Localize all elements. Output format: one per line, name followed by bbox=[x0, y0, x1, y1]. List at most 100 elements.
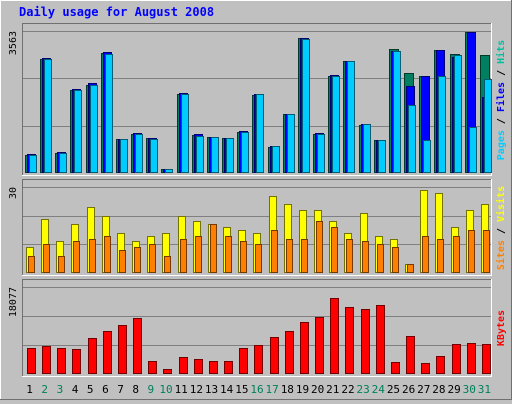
bar-kbytes-day-12 bbox=[194, 359, 203, 374]
bar-kbytes-day-28 bbox=[436, 356, 445, 374]
panel-2-legend: Sites / Visits bbox=[495, 186, 507, 270]
bar-sites-day-24 bbox=[377, 244, 384, 273]
bar-kbytes-day-21 bbox=[330, 298, 339, 374]
x-tick-label-day-6: 6 bbox=[102, 383, 109, 396]
bar-pages-day-21 bbox=[332, 76, 340, 173]
bar-kbytes-day-27 bbox=[421, 363, 430, 374]
bar-kbytes-day-14 bbox=[224, 361, 233, 374]
legend-kbytes: KBytes bbox=[496, 310, 507, 346]
bar-kbytes-day-25 bbox=[391, 362, 400, 374]
panel-1: 3563 Pages / Files / Hits bbox=[8, 23, 507, 176]
panel-3-max-label: 18077 bbox=[8, 287, 19, 317]
bar-pages-day-8 bbox=[135, 134, 143, 173]
x-tick-label-day-22: 22 bbox=[341, 383, 354, 396]
bar-kbytes-day-20 bbox=[315, 317, 324, 374]
x-tick-label-day-21: 21 bbox=[326, 383, 339, 396]
x-tick-label-day-25: 25 bbox=[387, 383, 400, 396]
bar-sites-day-8 bbox=[134, 247, 141, 273]
bar-pages-day-2 bbox=[44, 59, 52, 173]
bar-sites-day-26 bbox=[407, 264, 414, 273]
bar-pages-day-31 bbox=[484, 79, 492, 173]
bar-sites-day-15 bbox=[240, 241, 247, 273]
bar-kbytes-day-16 bbox=[254, 345, 263, 374]
bar-kbytes-day-29 bbox=[452, 344, 461, 374]
bar-sites-day-11 bbox=[180, 239, 187, 273]
bar-sites-day-25 bbox=[392, 247, 399, 273]
x-tick-label-day-18: 18 bbox=[281, 383, 294, 396]
bar-kbytes-day-22 bbox=[345, 307, 354, 374]
chart-title: Daily usage for August 2008 bbox=[19, 5, 214, 19]
bar-sites-day-5 bbox=[89, 239, 96, 273]
panel-2: 30 Sites / Visits bbox=[8, 179, 507, 276]
bar-pages-day-14 bbox=[226, 138, 234, 173]
bar-sites-day-12 bbox=[195, 236, 202, 273]
x-tick-label-day-24: 24 bbox=[372, 383, 386, 396]
legend-visits: Visits bbox=[495, 186, 507, 222]
x-tick-label-day-29: 29 bbox=[447, 383, 460, 396]
bar-pages-day-4 bbox=[74, 90, 82, 173]
x-tick-label-day-5: 5 bbox=[87, 383, 94, 396]
bar-sites-day-7 bbox=[119, 250, 126, 273]
bar-kbytes-day-17 bbox=[270, 337, 279, 374]
x-tick-label-day-1: 1 bbox=[26, 383, 33, 396]
bar-sites-day-29 bbox=[453, 236, 460, 273]
panel-1-max-label: 3563 bbox=[8, 31, 19, 55]
bar-pages-day-9 bbox=[150, 139, 158, 173]
legend-files: Files bbox=[495, 82, 507, 112]
bar-pages-day-17 bbox=[272, 146, 280, 173]
bar-pages-day-27 bbox=[423, 140, 431, 173]
bar-sites-day-30 bbox=[468, 230, 475, 273]
x-tick-label-day-9: 9 bbox=[148, 383, 155, 396]
bar-pages-day-5 bbox=[90, 85, 98, 173]
bar-sites-day-31 bbox=[483, 230, 490, 273]
bar-sites-day-17 bbox=[271, 230, 278, 273]
bar-pages-day-30 bbox=[469, 127, 477, 173]
bar-sites-day-28 bbox=[437, 239, 444, 273]
x-tick-label-day-28: 28 bbox=[432, 383, 445, 396]
bar-pages-day-6 bbox=[105, 54, 113, 173]
bar-kbytes-day-26 bbox=[406, 336, 415, 374]
bar-pages-day-24 bbox=[378, 140, 386, 173]
bar-pages-day-7 bbox=[120, 139, 128, 173]
bar-pages-day-23 bbox=[363, 124, 371, 173]
bar-pages-day-3 bbox=[59, 153, 67, 173]
bar-sites-day-14 bbox=[225, 236, 232, 273]
bar-kbytes-day-30 bbox=[467, 343, 476, 374]
x-tick-label-day-31: 31 bbox=[478, 383, 491, 396]
x-tick-label-day-13: 13 bbox=[205, 383, 218, 396]
bar-sites-day-22 bbox=[346, 239, 353, 273]
x-tick-label-day-26: 26 bbox=[402, 383, 415, 396]
bar-kbytes-day-18 bbox=[285, 331, 294, 374]
panel-2-max-label: 30 bbox=[8, 187, 19, 199]
bar-kbytes-day-2 bbox=[42, 346, 51, 374]
bar-sites-day-10 bbox=[164, 256, 171, 273]
panel-3: 18077 KBytes bbox=[8, 279, 507, 377]
panel-1-legend: Pages / Files / Hits bbox=[495, 40, 507, 160]
legend-sites: Sites bbox=[495, 240, 507, 270]
bar-sites-day-6 bbox=[104, 236, 111, 273]
x-tick-label-day-10: 10 bbox=[159, 383, 172, 396]
bar-pages-day-25 bbox=[393, 51, 401, 173]
bar-pages-day-16 bbox=[256, 94, 264, 173]
x-tick-label-day-27: 27 bbox=[417, 383, 430, 396]
bar-sites-day-3 bbox=[58, 256, 65, 273]
bar-sites-day-4 bbox=[73, 241, 80, 273]
legend-pages: Pages bbox=[496, 130, 507, 160]
bar-sites-day-19 bbox=[301, 239, 308, 273]
bar-sites-day-21 bbox=[331, 227, 338, 273]
bar-sites-day-20 bbox=[316, 221, 323, 273]
bar-sites-day-16 bbox=[255, 244, 262, 273]
bar-kbytes-day-7 bbox=[118, 325, 127, 374]
bar-pages-day-13 bbox=[211, 137, 219, 173]
legend-hits: Hits bbox=[495, 40, 507, 64]
bar-pages-day-26 bbox=[408, 105, 416, 173]
bar-kbytes-day-23 bbox=[361, 309, 370, 374]
bar-kbytes-day-1 bbox=[27, 348, 36, 374]
x-tick-label-day-3: 3 bbox=[57, 383, 64, 396]
bar-pages-day-22 bbox=[347, 61, 355, 173]
x-tick-label-day-17: 17 bbox=[266, 383, 279, 396]
x-tick-label-day-19: 19 bbox=[296, 383, 309, 396]
bar-kbytes-day-24 bbox=[376, 305, 385, 374]
bar-kbytes-day-6 bbox=[103, 331, 112, 374]
